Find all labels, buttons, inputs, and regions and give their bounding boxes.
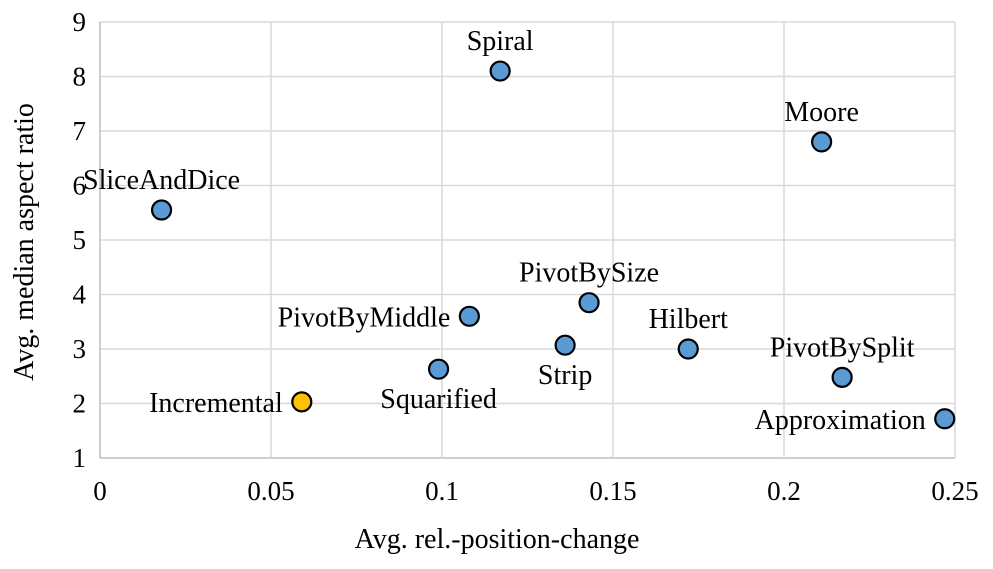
point-label: Squarified <box>380 384 497 415</box>
data-point <box>831 366 853 388</box>
x-tick-label: 0.25 <box>931 476 978 506</box>
point-label: PivotBySize <box>519 258 659 289</box>
data-point <box>811 131 833 153</box>
y-axis-title: Avg. median aspect ratio <box>9 103 40 381</box>
point-label: SliceAndDice <box>83 165 240 196</box>
x-axis-title: Avg. rel.-position-change <box>355 524 640 555</box>
data-point <box>489 60 511 82</box>
y-tick-label: 5 <box>73 225 87 255</box>
grid-layer <box>99 21 956 459</box>
x-tick-label: 0.1 <box>425 476 459 506</box>
x-tick-label: 0.15 <box>589 476 636 506</box>
y-tick-label: 8 <box>73 62 87 92</box>
y-tick-label: 7 <box>73 116 87 146</box>
data-point <box>677 338 699 360</box>
point-label: Strip <box>538 360 592 391</box>
data-point <box>578 292 600 314</box>
y-tick-label: 4 <box>73 280 87 310</box>
point-label: Approximation <box>755 405 926 436</box>
point-label: Hilbert <box>649 304 729 335</box>
x-tick-label: 0 <box>93 476 107 506</box>
data-point <box>291 391 313 413</box>
point-label: Incremental <box>149 388 283 419</box>
point-label: Spiral <box>467 26 534 57</box>
data-point <box>554 334 576 356</box>
data-point <box>427 358 450 380</box>
point-label: Moore <box>784 97 859 128</box>
y-tick-label: 2 <box>73 389 87 419</box>
point-label-layer: Spiral Moore SliceAndDice PivotBySize PivotB… <box>83 26 926 436</box>
point-label: PivotBySplit <box>770 332 915 363</box>
data-point <box>150 199 173 221</box>
data-point <box>934 408 956 430</box>
data-point-layer <box>150 60 956 430</box>
x-tick-label: 0.2 <box>767 476 801 506</box>
y-tick-label: 3 <box>73 334 87 364</box>
y-tick-label: 9 <box>73 7 87 37</box>
y-tick-label: 1 <box>73 443 87 473</box>
x-tick-label: 0.05 <box>247 476 294 506</box>
point-label: PivotByMiddle <box>278 302 451 333</box>
tick-label-layer: 1 2 3 4 5 6 7 8 9 0 0.05 0.1 0.15 0.2 0.25 <box>73 7 979 506</box>
y-tick-label: 6 <box>73 171 87 201</box>
data-point <box>458 305 480 327</box>
